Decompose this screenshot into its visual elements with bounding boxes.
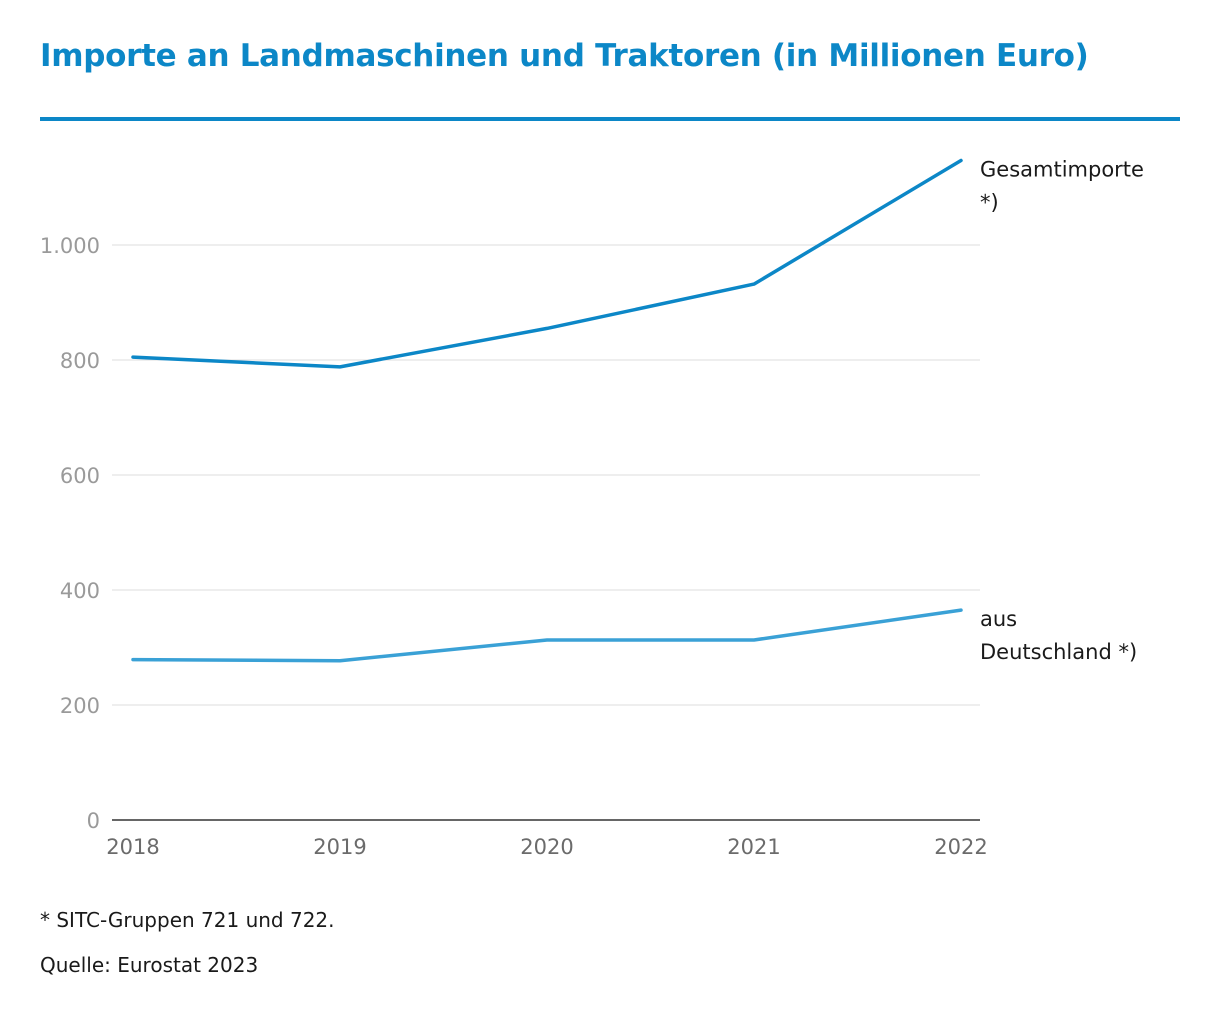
- x-tick-label: 2022: [934, 835, 987, 859]
- x-tick-label: 2021: [727, 835, 780, 859]
- x-tick-label: 2020: [520, 835, 573, 859]
- footnote: * SITC-Gruppen 721 und 722.: [40, 908, 335, 932]
- y-tick-label: 0: [87, 809, 100, 833]
- series-line-1: [131, 608, 963, 663]
- series-line-0: [131, 158, 963, 369]
- series-label-1: aus: [980, 607, 1017, 631]
- y-tick-label: 200: [60, 694, 100, 718]
- title-rule: [40, 117, 1180, 121]
- series-label-0: Gesamtimporte: [980, 157, 1144, 181]
- y-tick-label: 1.000: [40, 234, 100, 258]
- series-label-0: *): [980, 190, 999, 214]
- y-tick-label: 400: [60, 579, 100, 603]
- series-label-1: Deutschland *): [980, 640, 1137, 664]
- y-tick-label: 600: [60, 464, 100, 488]
- x-tick-label: 2018: [106, 835, 159, 859]
- x-tick-label: 2019: [313, 835, 366, 859]
- chart-title: Importe an Landmaschinen und Traktoren (…: [40, 38, 1089, 74]
- y-tick-label: 800: [60, 349, 100, 373]
- source-note: Quelle: Eurostat 2023: [40, 953, 259, 977]
